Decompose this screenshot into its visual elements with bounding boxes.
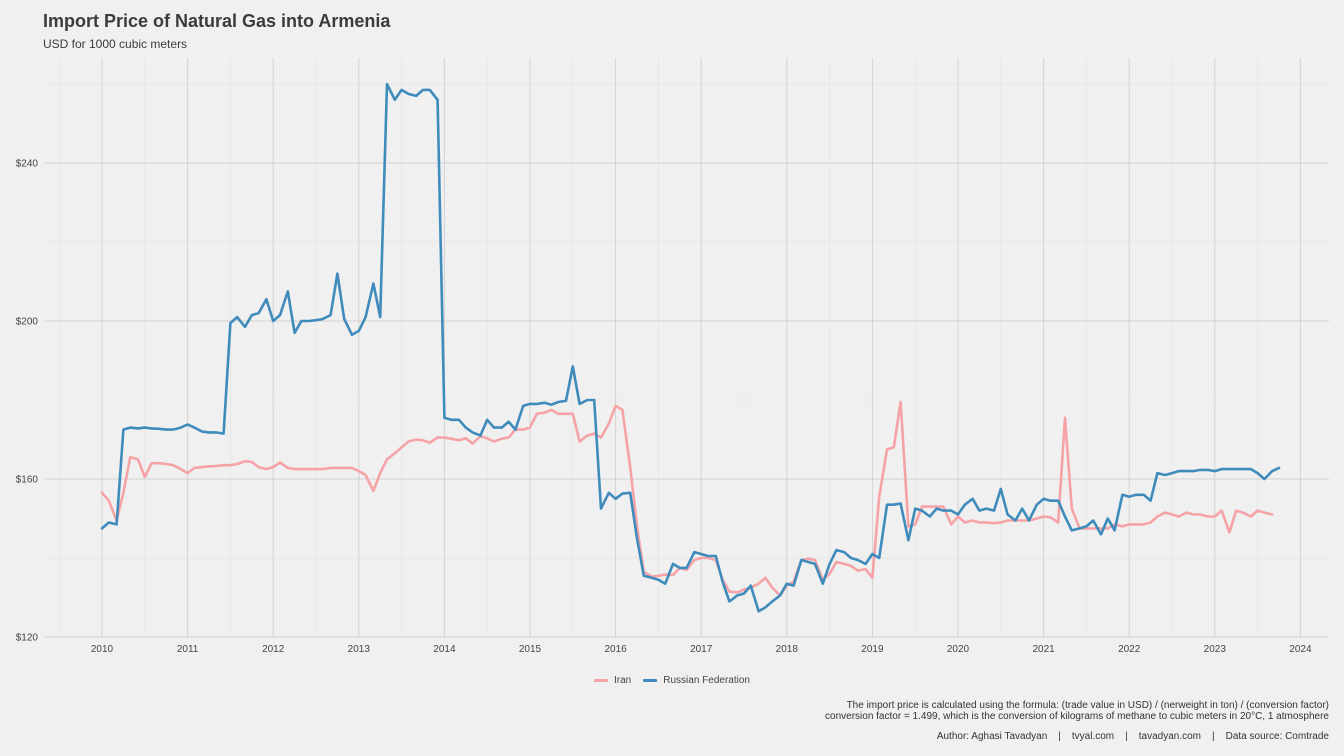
x-tick-label: 2010 [91,644,114,655]
y-tick-label: $120 [16,633,39,644]
x-tick-label: 2012 [262,644,285,655]
legend-item-iran: Iran [594,675,631,686]
chart-caption: The import price is calculated using the… [825,700,1329,722]
legend-label-iran: Iran [614,675,632,686]
credit-separator: | [1058,731,1061,742]
x-tick-label: 2020 [947,644,970,655]
x-tick-label: 2018 [776,644,799,655]
legend-label-russian-federation: Russian Federation [663,675,750,686]
x-tick-label: 2015 [519,644,542,655]
credit-author: Author: Aghasi Tavadyan [936,731,1048,742]
series-line-russian-federation [100,82,1281,613]
caption-line-formula: The import price is calculated using the… [846,700,1329,711]
x-tick-label: 2011 [177,644,199,655]
legend-swatch-iran [594,679,609,682]
credit-separator: | [1125,731,1128,742]
credit-site-tvyal: tvyal.com [1071,731,1115,742]
x-tick-label: 2013 [348,644,371,655]
y-tick-label: $240 [16,159,39,170]
y-tick-label: $200 [16,317,39,328]
x-tick-label: 2021 [1032,644,1055,655]
x-tick-label: 2024 [1289,644,1312,655]
legend-item-russian-federation: Russian Federation [643,675,750,686]
x-tick-label: 2017 [690,644,713,655]
x-tick-label: 2016 [604,644,627,655]
credits: Author: Aghasi Tavadyan | tvyal.com | tavady… [937,731,1329,742]
grid-lines [45,58,1329,638]
credit-site-tavadyan: tavadyan.com [1138,731,1201,742]
chart-title: Import Price of Natural Gas into Armenia [43,11,391,31]
legend: Iran Russian Federation [0,675,1344,686]
series-layer [100,82,1281,613]
credit-data-source: Data source: Comtrade [1225,731,1329,742]
credit-separator: | [1212,731,1215,742]
legend-swatch-russian-federation [643,679,658,682]
x-axis-labels: 2010 2011 2012 2013 2014 2015 2016 2017 2018 2019… [91,644,1312,655]
x-tick-label: 2022 [1118,644,1141,655]
x-tick-label: 2014 [433,644,456,655]
caption-line-conversion: conversion factor = 1.499, which is the … [825,711,1329,722]
y-tick-label: $160 [16,475,39,486]
series-line-iran [100,400,1274,597]
y-axis-labels: $120 $160 $200 $240 [16,159,39,644]
chart-subtitle: USD for 1000 cubic meters [43,37,188,51]
x-tick-label: 2023 [1204,644,1227,655]
x-tick-label: 2019 [861,644,884,655]
